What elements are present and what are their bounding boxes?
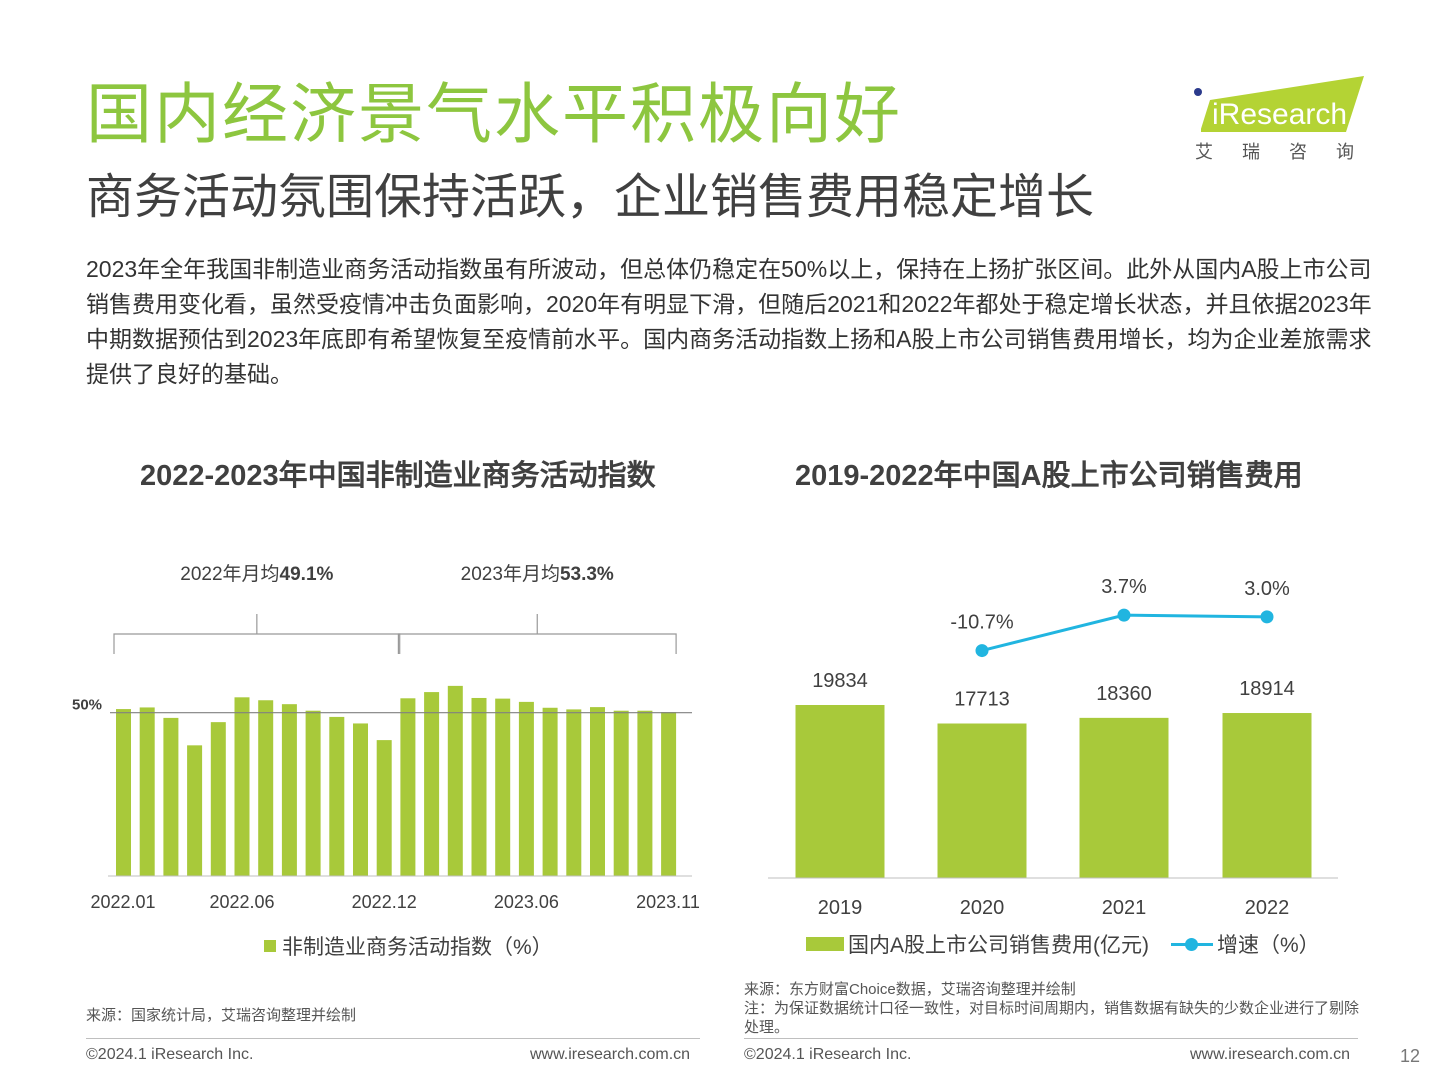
right-chart-source-block: 来源：东方财富Choice数据，艾瑞咨询整理并绘制 注：为保证数据统计口径一致性… [744, 980, 1364, 1037]
growth-label-2020: -10.7% [950, 612, 1014, 634]
annotation-bracket-1 [113, 614, 401, 654]
bar-2022.06 [234, 697, 250, 876]
bar-2023.05 [495, 698, 511, 876]
bar-2021 [1079, 717, 1169, 878]
growth-point-2020 [975, 644, 989, 658]
bar-2022.07 [258, 700, 274, 876]
x-tick-2022.06: 2022.06 [209, 892, 274, 912]
right-chart-source: 来源：东方财富Choice数据，艾瑞咨询整理并绘制 [744, 981, 1076, 998]
right-url: www.iresearch.com.cn [1190, 1046, 1351, 1063]
bar-2022.11 [353, 723, 368, 876]
page-title: 国内经济景气水平积极向好 [86, 77, 902, 151]
x-tick-2022.01: 2022.01 [90, 892, 155, 912]
reference-line-label: 50% [72, 697, 102, 714]
bar-2023.03 [447, 685, 463, 876]
bar-2023.12 [661, 712, 677, 876]
legend-line-label: 增速（%） [1217, 934, 1320, 957]
bar-2023.11 [637, 710, 653, 876]
bar-2023.02 [424, 692, 440, 876]
logo-text: iResearch [1212, 98, 1347, 131]
annotation-label-2: 2023年月均53.3% [461, 563, 614, 585]
right-chart-title: 2019-2022年中国A股上市公司销售费用 [795, 460, 1303, 492]
left-copyright: ©2024.1 iResearch Inc. [86, 1046, 254, 1063]
right-chart-legend: 国内A股上市公司销售费用(亿元) 增速（%） [806, 929, 1320, 959]
page-subtitle: 商务活动氛围保持活跃，企业销售费用稳定增长 [86, 171, 1095, 224]
bar-2022.02 [139, 707, 155, 876]
left-chart-source: 来源：国家统计局，艾瑞咨询整理并绘制 [86, 1007, 357, 1024]
bar-label-2021: 18360 [1096, 683, 1152, 705]
legend-bar-swatch [264, 940, 276, 952]
bar-2023.01 [400, 698, 416, 876]
logo-chinese-name: 艾瑞咨询 [1195, 142, 1383, 162]
bar-2022 [1222, 713, 1312, 878]
bar-2022.12 [376, 740, 392, 876]
intro-paragraph: 2023年全年我国非制造业商务活动指数虽有所波动，但总体仍稳定在50%以上，保持… [86, 256, 1372, 387]
bar-2022.03 [163, 717, 179, 876]
bar-2023.10 [613, 710, 629, 876]
left-footer-rule [86, 1038, 700, 1039]
bar-2022.09 [305, 710, 321, 876]
x-tick-2019: 2019 [818, 897, 863, 919]
growth-point-2022 [1260, 610, 1274, 624]
annotation-bracket-2 [397, 614, 677, 654]
bar-label-2020: 17713 [954, 689, 1010, 711]
bar-2020 [937, 723, 1027, 878]
growth-label-2021: 3.7% [1101, 576, 1147, 598]
x-tick-2021: 2021 [1102, 897, 1147, 919]
bar-2022.10 [329, 716, 345, 876]
bar-2023.08 [566, 709, 582, 876]
bar-2022.01 [116, 709, 131, 876]
bar-2022.05 [210, 722, 226, 876]
x-tick-2020: 2020 [960, 897, 1005, 919]
x-tick-2022: 2022 [1245, 897, 1290, 919]
bar-2023.09 [590, 707, 605, 876]
bar-label-2022: 18914 [1239, 678, 1295, 700]
bar-2023.07 [542, 707, 558, 876]
growth-point-2021 [1117, 608, 1131, 622]
page-number: 12 [1400, 1046, 1421, 1066]
right-copyright: ©2024.1 iResearch Inc. [744, 1046, 912, 1063]
right-chart-note: 注：为保证数据统计口径一致性，对目标时间周期内，销售数据有缺失的少数企业进行了剔… [744, 1000, 1360, 1036]
bar-2022.08 [281, 704, 297, 876]
x-tick-2023.11: 2023.11 [636, 892, 700, 912]
legend-line-swatch [1171, 937, 1213, 951]
left-chart-title: 2022-2023年中国非制造业商务活动指数 [140, 460, 656, 492]
left-url: www.iresearch.com.cn [530, 1046, 691, 1063]
right-footer-rule [744, 1038, 1358, 1039]
legend-bar-swatch [806, 937, 844, 951]
bar-2023.06 [518, 701, 534, 876]
bar-2019 [795, 705, 885, 878]
right-chart: 19834 2019 17713 2020 18360 2021 18914 2022 -10.… [768, 576, 1338, 919]
left-chart: 50% 2022.01 2022.06 2022.12 2023.06 2023.11 20… [72, 563, 700, 912]
annotation-label-1: 2022年月均49.1% [180, 563, 333, 585]
bar-label-2019: 19834 [812, 670, 868, 692]
legend-bar-label: 国内A股上市公司销售费用(亿元) [848, 934, 1149, 957]
x-tick-2023.06: 2023.06 [494, 892, 559, 912]
legend-bar-label: 非制造业商务活动指数（%） [282, 936, 553, 959]
iresearch-logo: iResearch [1194, 76, 1364, 132]
bar-2023.04 [471, 697, 487, 876]
left-chart-legend: 非制造业商务活动指数（%） [264, 931, 553, 961]
x-tick-2022.12: 2022.12 [352, 892, 417, 912]
bar-2022.04 [187, 745, 203, 876]
growth-label-2022: 3.0% [1244, 578, 1290, 600]
